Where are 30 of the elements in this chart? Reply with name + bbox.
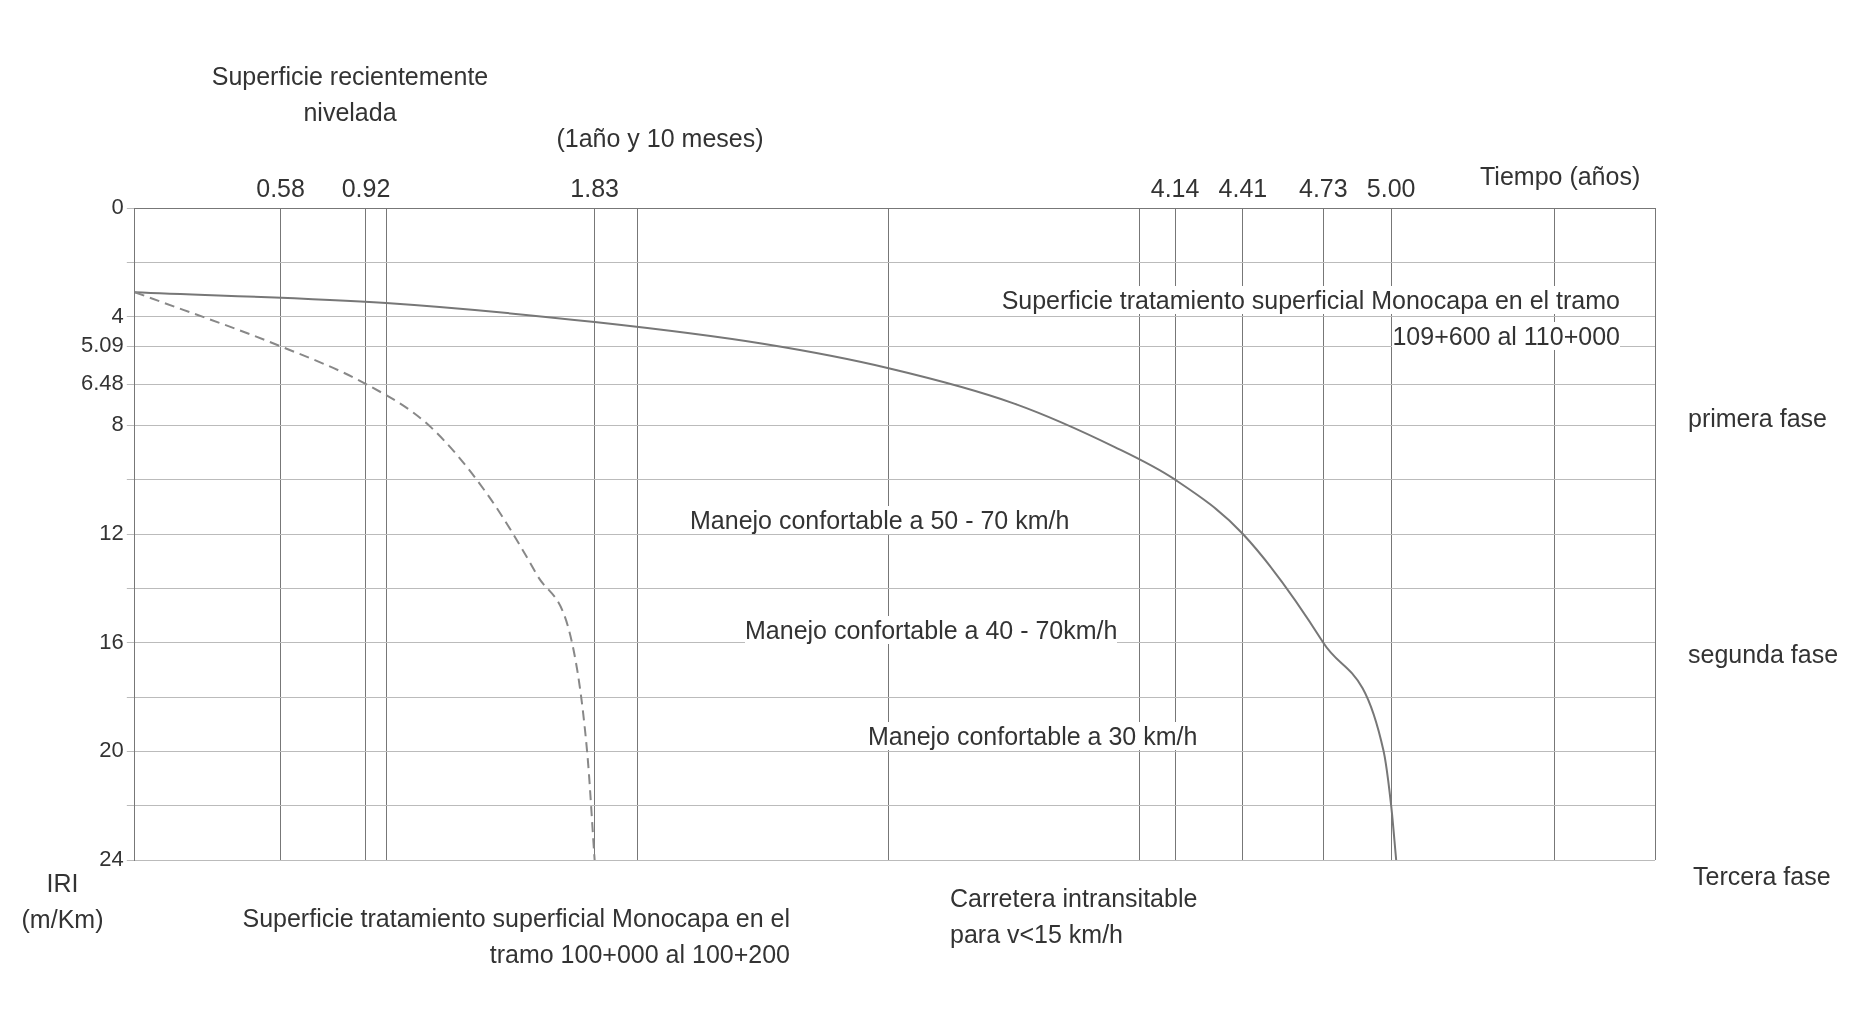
x-axis-title: Tiempo (años) bbox=[1480, 162, 1641, 190]
annotation: Manejo confortable a 30 km/h bbox=[868, 722, 1198, 750]
x-tick-label: 4.73 bbox=[1298, 173, 1348, 202]
y-tick-label: 0 bbox=[111, 194, 124, 220]
annotation: Superficie tratamiento superficial Monocapa en el tramo 109+600 al 110+000 bbox=[1001, 286, 1620, 351]
annotation: Manejo confortable a 40 - 70km/h bbox=[745, 616, 1118, 644]
text: Carretera intransitable para v<15 km/h bbox=[950, 884, 1198, 949]
y-tick-label: 16 bbox=[99, 628, 124, 654]
text: segunda fase bbox=[1688, 640, 1839, 668]
x-tick-label: 0.58 bbox=[256, 173, 305, 202]
y-tick-label: 6.48 bbox=[80, 370, 124, 396]
y-axis-title: IRI (m/Km) bbox=[21, 869, 104, 934]
annotation: Manejo confortable a 50 - 70 km/h bbox=[690, 506, 1070, 534]
y-tick-label: 5.09 bbox=[80, 332, 124, 358]
x-tick-label: 4.41 bbox=[1218, 173, 1268, 202]
line-series bbox=[134, 291, 596, 860]
y-tick-label: 4 bbox=[111, 302, 124, 328]
y-tick-label: 20 bbox=[99, 737, 124, 763]
y-tick-label: 24 bbox=[99, 846, 124, 872]
text: (1año y 10 meses) bbox=[556, 124, 764, 152]
x-tick-label: 0.92 bbox=[341, 173, 391, 202]
x-tick-label: 4.14 bbox=[1150, 173, 1200, 202]
y-tick-label: 12 bbox=[99, 520, 124, 546]
text: primera fase bbox=[1688, 404, 1827, 432]
x-tick-label: 5.00 bbox=[1366, 173, 1416, 202]
y-tick-label: 8 bbox=[111, 411, 124, 437]
x-tick-label: 1.83 bbox=[570, 173, 619, 202]
text: Tercera fase bbox=[1693, 862, 1831, 890]
text: Superficie recientemente nivelada bbox=[211, 62, 489, 127]
text: Superficie tratamiento superficial Monocapa en el tramo 100+000 al 100+200 bbox=[242, 904, 790, 969]
